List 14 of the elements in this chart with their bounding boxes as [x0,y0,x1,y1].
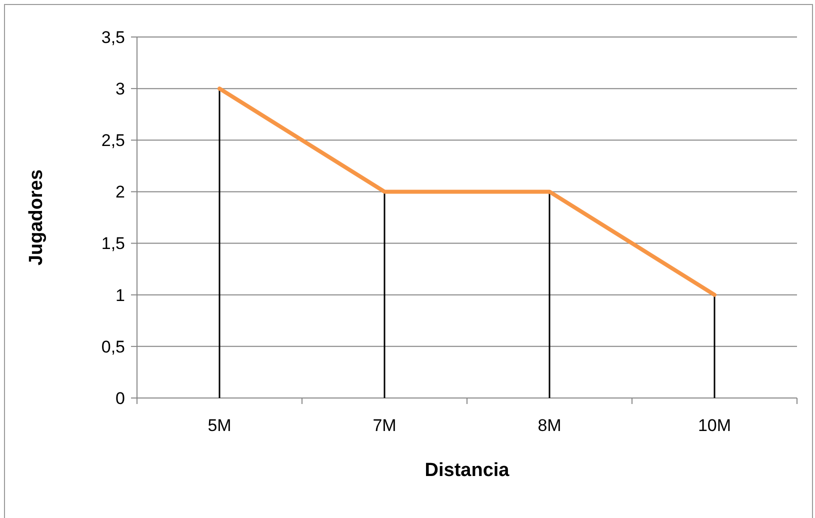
x-tick-label: 5M [208,416,232,435]
x-axis-title: Distancia [424,460,510,481]
y-axis-title: Jugadores [26,169,47,266]
y-tick-label: 2,5 [101,131,125,150]
y-tick-label: 2 [116,182,125,202]
x-tick-label: 8M [538,416,562,435]
y-tick-label: 3 [116,80,125,99]
y-tick-label: 0 [116,388,125,408]
x-tick-label: 10M [698,416,732,435]
y-tick-label: 1 [116,286,125,305]
y-tick-label: 0,5 [101,337,125,356]
x-tick-label: 7M [372,416,396,435]
y-tick-label: 3,5 [101,28,125,47]
y-tick-label: 1,5 [101,234,125,254]
